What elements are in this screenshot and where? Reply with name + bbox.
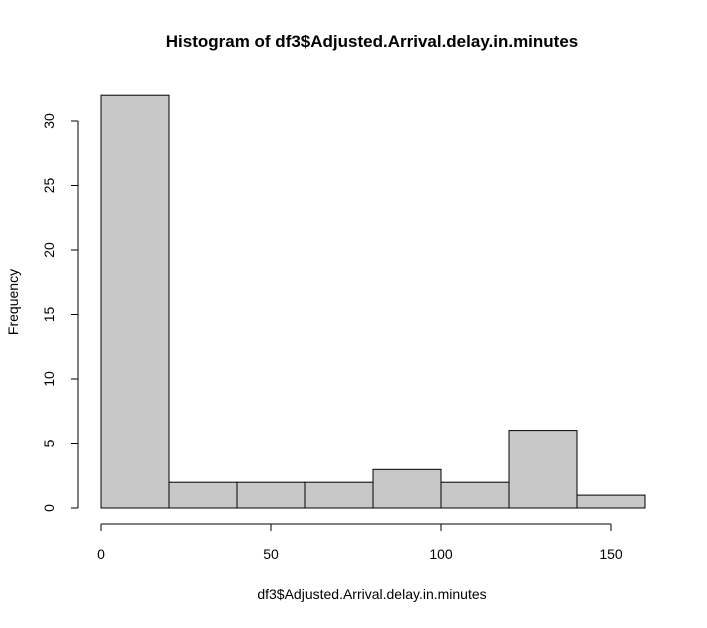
histogram-bar-2 [236,481,306,509]
y-tick-label-5: 25 [41,178,57,194]
x-tick-label-2: 100 [429,546,453,562]
x-tick-label-1: 50 [263,546,279,562]
bars-group [100,94,646,509]
histogram-bar-3 [304,481,374,509]
y-axis-label: Frequency [5,269,21,335]
y-tick-label-0: 0 [41,504,57,512]
histogram-bar-5 [440,481,510,509]
histogram-bar-4 [372,468,442,509]
y-tick-label-2: 10 [41,371,57,387]
x-tick-label-3: 150 [599,546,623,562]
y-axis: 0 5 10 15 20 25 30 [41,113,79,512]
y-tick-label-4: 20 [41,242,57,258]
y-tick-label-6: 30 [41,113,57,129]
x-tick-label-0: 0 [97,546,105,562]
y-tick-label-3: 15 [41,307,57,323]
x-axis: 0 50 100 150 [97,523,623,562]
histogram-bar-7 [576,494,646,509]
histogram-bar-1 [168,481,238,509]
y-tick-label-1: 5 [41,439,57,447]
histogram-bar-6 [508,430,578,509]
x-axis-label: df3$Adjusted.Arrival.delay.in.minutes [257,586,486,602]
histogram-bar-0 [100,94,170,509]
chart-title: Histogram of df3$Adjusted.Arrival.delay.… [166,32,579,51]
